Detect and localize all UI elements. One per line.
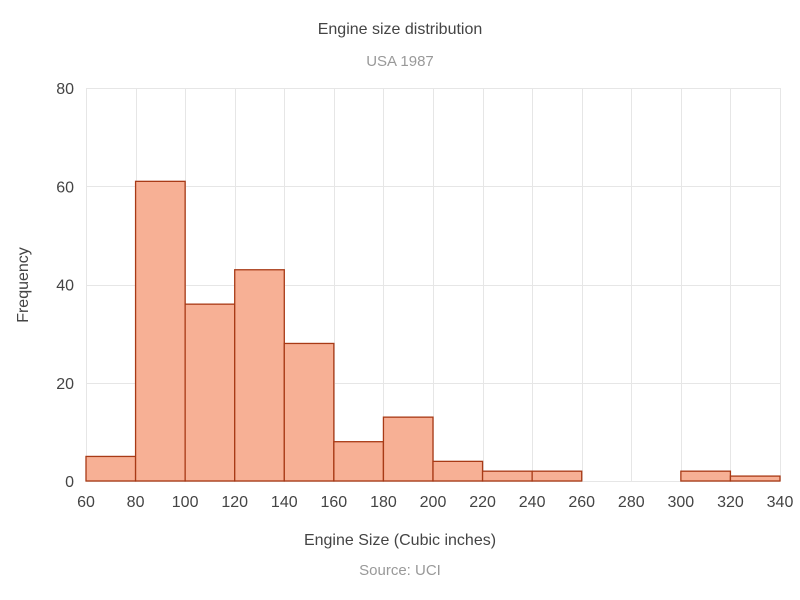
y-tick-label: 40 xyxy=(56,278,74,295)
histogram-bar-100-120 xyxy=(184,303,236,482)
x-tick-label: 280 xyxy=(618,494,645,511)
x-tick-label: 340 xyxy=(767,494,794,511)
histogram-bars xyxy=(85,180,781,482)
x-tick-label: 300 xyxy=(668,494,695,511)
y-tick-label: 20 xyxy=(56,376,74,393)
x-axis-label: Engine Size (Cubic inches) xyxy=(304,532,496,549)
histogram-bar-180-200 xyxy=(382,416,434,482)
y-tick-label: 80 xyxy=(56,81,74,98)
histogram-bar-80-100 xyxy=(134,180,186,482)
histogram-bar-60-80 xyxy=(85,455,137,482)
y-axis-label: Frequency xyxy=(15,247,32,323)
x-tick-label: 80 xyxy=(127,494,145,511)
source-credit: Source: UCI xyxy=(359,562,441,579)
histogram-bar-300-320 xyxy=(680,470,732,482)
x-tick-label: 140 xyxy=(271,494,298,511)
histogram-bar-140-160 xyxy=(283,342,335,482)
chart-subtitle: USA 1987 xyxy=(366,53,434,70)
x-tick-label: 320 xyxy=(717,494,744,511)
y-tick-label: 0 xyxy=(65,474,74,491)
chart-title: Engine size distribution xyxy=(318,21,483,38)
x-tick-label: 180 xyxy=(370,494,397,511)
x-axis-ticks: 60 80 100 120 140 160 180 200 220 240 260 280 300 320… xyxy=(77,494,793,511)
histogram-bar-160-180 xyxy=(333,441,385,482)
x-tick-label: 220 xyxy=(469,494,496,511)
grid-lines xyxy=(86,88,781,482)
histogram-bar-240-260 xyxy=(531,470,583,482)
x-tick-label: 200 xyxy=(420,494,447,511)
x-tick-label: 100 xyxy=(172,494,199,511)
y-axis-ticks: 0 20 40 60 80 xyxy=(56,81,74,491)
histogram-bar-200-220 xyxy=(432,460,484,482)
histogram-bar-320-340 xyxy=(729,475,781,482)
x-tick-label: 260 xyxy=(568,494,595,511)
x-tick-label: 160 xyxy=(321,494,348,511)
histogram-bar-120-140 xyxy=(234,269,285,482)
x-tick-label: 240 xyxy=(519,494,546,511)
y-tick-label: 60 xyxy=(56,179,74,196)
histogram-bar-220-240 xyxy=(481,470,533,482)
x-tick-label: 120 xyxy=(221,494,248,511)
x-tick-label: 60 xyxy=(77,494,95,511)
